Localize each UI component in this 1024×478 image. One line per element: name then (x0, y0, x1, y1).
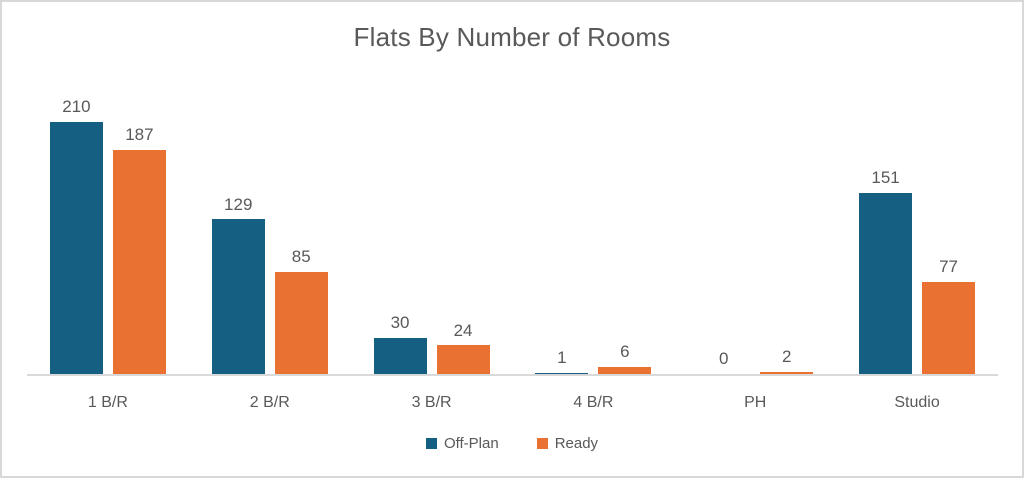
legend: Off-Plan Ready (2, 435, 1022, 452)
bar-wrap-ready-4-b-r: 6 (598, 342, 652, 374)
data-label-off-plan-3-b-r: 30 (390, 313, 410, 333)
bar-off-plan-3-b-r (373, 338, 427, 374)
bar-group-2-b-r: 129 85 (189, 92, 351, 374)
legend-item-off-plan: Off-Plan (425, 435, 499, 452)
plot-area: 210 187 129 85 30 24 1 6 0 2 151 77 (27, 92, 998, 376)
x-axis-label-studio: Studio (894, 394, 940, 411)
legend-label: Off-Plan (443, 435, 499, 452)
x-axis-label-ph: PH (744, 394, 767, 411)
bar-wrap-ready-studio: 77 (922, 256, 976, 374)
bar-off-plan-studio (859, 192, 913, 374)
x-axis-label-1-b-r: 1 B/R (87, 394, 128, 411)
bar-wrap-off-plan-2-b-r: 129 (211, 194, 265, 374)
bar-off-plan-1-b-r (49, 122, 103, 374)
bar-ready-1-b-r (112, 149, 166, 374)
data-label-off-plan-4-b-r: 1 (557, 348, 567, 368)
bar-off-plan-4-b-r (535, 372, 589, 374)
x-axis-label-2-b-r: 2 B/R (249, 394, 290, 411)
data-label-ready-4-b-r: 6 (620, 342, 630, 362)
legend-item-ready: Ready (536, 435, 599, 452)
data-label-ready-studio: 77 (939, 256, 958, 276)
bar-group-studio: 151 77 (836, 92, 998, 374)
data-label-ready-ph: 2 (781, 346, 792, 366)
bar-ready-3-b-r (436, 345, 490, 374)
x-axis-labels: 1 B/R 2 B/R 3 B/R 4 B/R PH Studio (27, 394, 998, 412)
x-axis-label-4-b-r: 4 B/R (573, 394, 614, 411)
bar-wrap-ready-3-b-r: 24 (436, 320, 490, 374)
legend-swatch-icon (425, 438, 437, 449)
bar-wrap-ready-ph: 2 (760, 346, 814, 374)
bar-wrap-off-plan-4-b-r: 1 (535, 348, 589, 374)
legend-swatch-icon (536, 438, 548, 449)
bar-wrap-off-plan-ph: 0 (697, 350, 750, 374)
chart-title: Flats By Number of Rooms (353, 22, 671, 52)
bar-ready-4-b-r (598, 366, 652, 374)
bar-ready-studio (922, 281, 976, 374)
data-label-ready-3-b-r: 24 (453, 320, 473, 340)
data-label-ready-1-b-r: 187 (125, 124, 154, 144)
bar-wrap-ready-2-b-r: 85 (274, 247, 328, 374)
bar-wrap-off-plan-studio: 151 (859, 168, 913, 374)
data-label-off-plan-studio: 151 (871, 168, 900, 188)
data-label-ready-2-b-r: 85 (291, 247, 311, 267)
bar-wrap-ready-1-b-r: 187 (112, 124, 166, 374)
bar-ready-2-b-r (274, 272, 328, 374)
x-axis-label-3-b-r: 3 B/R (411, 394, 452, 411)
bar-off-plan-2-b-r (211, 219, 265, 374)
legend-label: Ready (554, 435, 599, 452)
bar-ready-ph (760, 371, 814, 374)
data-label-off-plan-ph: 0 (718, 349, 729, 369)
data-label-off-plan-1-b-r: 210 (62, 97, 91, 117)
bar-group-1-b-r: 210 187 (27, 92, 189, 374)
bar-group-3-b-r: 30 24 (351, 92, 513, 374)
data-label-off-plan-2-b-r: 129 (224, 194, 253, 214)
bar-wrap-off-plan-1-b-r: 210 (49, 97, 103, 374)
bar-wrap-off-plan-3-b-r: 30 (373, 313, 427, 374)
